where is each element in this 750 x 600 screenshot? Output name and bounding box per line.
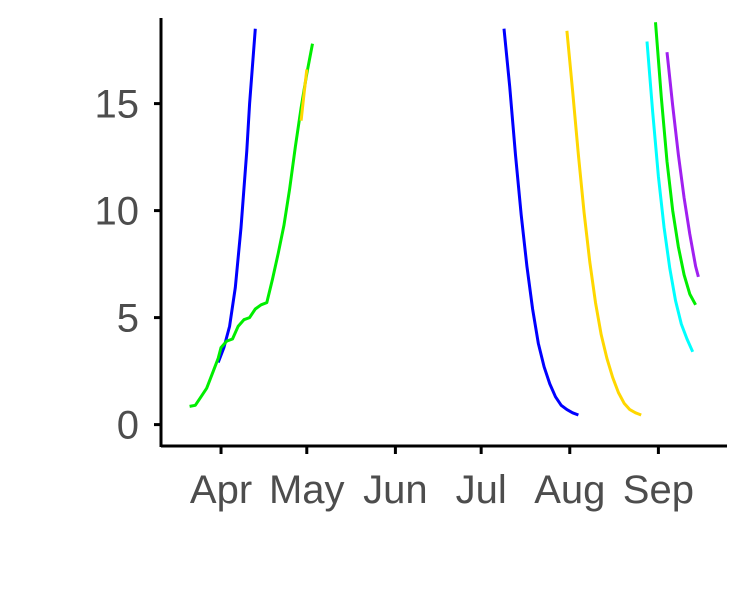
- x-axis-ticks: Apr May Jun Jul Aug Sep: [190, 446, 694, 512]
- series-layer: [189, 22, 700, 417]
- y-tick-label: 5: [117, 297, 139, 341]
- series-line-4: [502, 28, 579, 417]
- x-tick-label: Sep: [623, 468, 694, 512]
- x-tick-label: May: [269, 468, 345, 512]
- series-line-6: [645, 41, 695, 353]
- y-tick-label: 10: [95, 190, 140, 234]
- y-tick-label: 0: [117, 404, 139, 448]
- x-tick-label: Aug: [534, 468, 605, 512]
- x-tick-label: Jun: [363, 468, 428, 512]
- series-line-1: [216, 28, 257, 364]
- y-tick-label: 15: [95, 83, 140, 127]
- series-line-2: [189, 43, 314, 408]
- x-tick-label: Apr: [190, 468, 252, 512]
- series-line-5: [565, 30, 642, 417]
- series-line-7: [654, 22, 697, 306]
- y-axis-ticks: 0 5 10 15: [95, 83, 161, 448]
- x-tick-label: Jul: [456, 468, 507, 512]
- series-line-8: [665, 52, 700, 278]
- series-line-3: [299, 69, 309, 121]
